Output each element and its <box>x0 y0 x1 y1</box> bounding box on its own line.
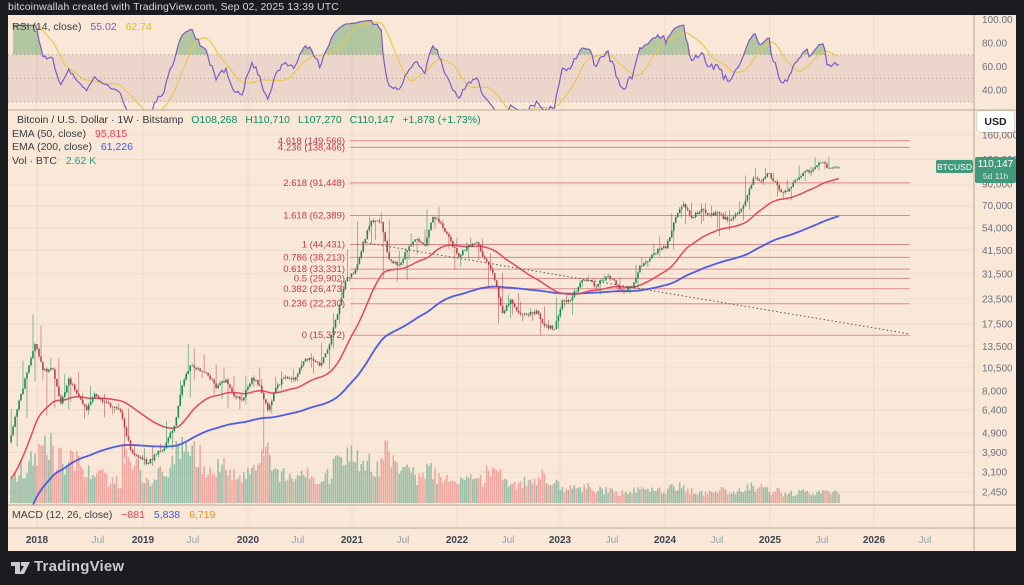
svg-text:3,100: 3,100 <box>982 468 1007 479</box>
svg-text:1 (44,431): 1 (44,431) <box>302 240 345 251</box>
svg-text:2018: 2018 <box>26 535 49 546</box>
symbol-title: Bitcoin / U.S. Dollar · 1W · Bitstamp <box>17 114 184 126</box>
rsi-line <box>13 19 840 110</box>
svg-text:13,500: 13,500 <box>982 342 1013 353</box>
svg-text:0.236 (22,230): 0.236 (22,230) <box>283 299 345 310</box>
svg-text:4.236 (138,466): 4.236 (138,466) <box>278 142 345 153</box>
svg-text:0.5 (29,902): 0.5 (29,902) <box>294 273 345 284</box>
last-price: 110,147 <box>977 159 1014 170</box>
svg-text:Jul: Jul <box>397 535 410 546</box>
svg-text:8,000: 8,000 <box>982 387 1007 398</box>
currency-toggle-button[interactable]: USD <box>977 111 1014 132</box>
svg-text:Jul: Jul <box>816 535 829 546</box>
svg-text:2023: 2023 <box>549 535 572 546</box>
footer-bar: TradingView <box>0 551 1024 585</box>
svg-text:4.618 (149,566): 4.618 (149,566) <box>278 136 345 147</box>
macd-label: MACD (12, 26, close) <box>12 509 113 521</box>
svg-text:2,450: 2,450 <box>982 488 1007 499</box>
macd-legend: MACD (12, 26, close) −881 5,838 6,719 <box>12 509 215 521</box>
ohlc-change: +1,878 (+1.73%) <box>402 114 481 126</box>
symbol-ohlc-row: Bitcoin / U.S. Dollar · 1W · Bitstamp O1… <box>12 114 481 128</box>
svg-text:4,900: 4,900 <box>982 428 1007 439</box>
bar-countdown: 5d 11h <box>982 171 1009 181</box>
main-legend: Bitcoin / U.S. Dollar · 1W · Bitstamp O1… <box>12 114 481 168</box>
svg-text:2026: 2026 <box>863 535 886 546</box>
fib-levels: 4.618 (149,566)4.236 (138,466) 2.618 (91,… <box>278 136 910 341</box>
ohlc-high: H110,710 <box>245 114 291 126</box>
tradingview-brand[interactable]: TradingView <box>34 558 125 575</box>
svg-text:2019: 2019 <box>132 535 155 546</box>
ema50-line <box>10 177 840 479</box>
ema200-label: EMA (200, close) <box>12 141 92 153</box>
rsi-overbought-fill <box>13 20 826 55</box>
svg-text:0.382 (26,473): 0.382 (26,473) <box>283 284 345 295</box>
svg-text:Jul: Jul <box>502 535 515 546</box>
svg-text:40.00: 40.00 <box>982 86 1007 97</box>
rsi-label: RSI (14, close) <box>12 21 82 33</box>
svg-text:80.00: 80.00 <box>982 39 1007 50</box>
svg-text:10,500: 10,500 <box>982 363 1013 374</box>
attribution-bar: bitcoinwallah created with TradingView.c… <box>0 0 1024 15</box>
svg-text:60.00: 60.00 <box>982 62 1007 73</box>
svg-text:17,500: 17,500 <box>982 320 1013 331</box>
svg-text:2021: 2021 <box>341 535 364 546</box>
svg-text:6,400: 6,400 <box>982 406 1007 417</box>
ema200-line <box>32 215 840 505</box>
svg-text:Jul: Jul <box>711 535 724 546</box>
svg-text:Jul: Jul <box>92 535 105 546</box>
svg-text:2024: 2024 <box>654 535 677 546</box>
svg-text:1.618 (62,389): 1.618 (62,389) <box>283 211 345 222</box>
volume-label: Vol · BTC <box>12 154 57 167</box>
svg-text:2025: 2025 <box>759 535 782 546</box>
descending-trendline <box>361 241 911 335</box>
price-axis-labels: 160,000120,00090,00070,00054,00041,50031… <box>982 15 1016 499</box>
svg-text:Jul: Jul <box>606 535 619 546</box>
ohlc-open: O108,268 <box>191 114 238 126</box>
ohlc-close: C110,147 <box>349 114 395 126</box>
svg-text:2022: 2022 <box>446 535 469 546</box>
tradingview-logo-icon[interactable] <box>11 560 31 576</box>
svg-text:0 (15,372): 0 (15,372) <box>302 330 345 341</box>
svg-text:160,000: 160,000 <box>982 131 1016 142</box>
attribution-text: bitcoinwallah created with TradingView.c… <box>8 1 339 13</box>
ohlc-low: L107,270 <box>297 114 342 126</box>
svg-text:54,000: 54,000 <box>982 223 1013 234</box>
svg-text:31,500: 31,500 <box>982 269 1013 280</box>
volume-value: 2.62 K <box>65 154 97 167</box>
ema200-value: 61,226 <box>100 141 133 153</box>
chart-area[interactable]: 4.618 (149,566) 4.236 (138,466) 2.618 (91,… <box>8 15 1016 551</box>
volume-bars <box>10 433 840 503</box>
grid <box>8 15 974 528</box>
macd-value: 5,838 <box>153 509 181 521</box>
svg-text:2020: 2020 <box>237 535 260 546</box>
symbol-tag: BTCUSD <box>936 160 973 173</box>
volume-row: Vol · BTC 2.62 K <box>12 155 481 169</box>
svg-text:Jul: Jul <box>292 535 305 546</box>
svg-text:Jul: Jul <box>919 535 932 546</box>
macd-signal-value: 6,719 <box>189 509 216 521</box>
svg-text:100.00: 100.00 <box>982 15 1013 26</box>
ema50-row: EMA (50, close) 95,815 <box>12 128 481 142</box>
svg-text:70,000: 70,000 <box>982 201 1013 212</box>
svg-text:3,900: 3,900 <box>982 448 1007 459</box>
rsi-legend: RSI (14, close) 55.02 62.74 <box>12 21 152 33</box>
ema50-value: 95,815 <box>95 127 128 140</box>
svg-text:0.618 (33,331): 0.618 (33,331) <box>283 264 345 275</box>
ema200-row: EMA (200, close) 61,226 <box>12 141 481 155</box>
macd-hist-value: −881 <box>121 509 145 521</box>
time-axis-labels: 2018 Jul 2019 Jul 2020 Jul 2021 Jul 2022 Jul 2023 J… <box>26 535 932 546</box>
rsi-ma-value: 62.74 <box>125 21 152 33</box>
svg-text:0.786 (38,213): 0.786 (38,213) <box>283 252 345 263</box>
svg-text:2.618 (91,448): 2.618 (91,448) <box>283 178 345 189</box>
svg-text:23,500: 23,500 <box>982 294 1013 305</box>
price-chart-canvas[interactable]: 4.618 (149,566)4.236 (138,466) 2.618 (91,… <box>8 15 1016 551</box>
ema50-label: EMA (50, close) <box>12 127 87 140</box>
candles <box>10 156 840 472</box>
last-price-badge: 110,147 5d 11h <box>975 157 1016 183</box>
rsi-value: 55.02 <box>90 21 117 33</box>
svg-text:Jul: Jul <box>187 535 200 546</box>
svg-text:90,000: 90,000 <box>982 180 1013 191</box>
svg-text:41,500: 41,500 <box>982 246 1013 257</box>
